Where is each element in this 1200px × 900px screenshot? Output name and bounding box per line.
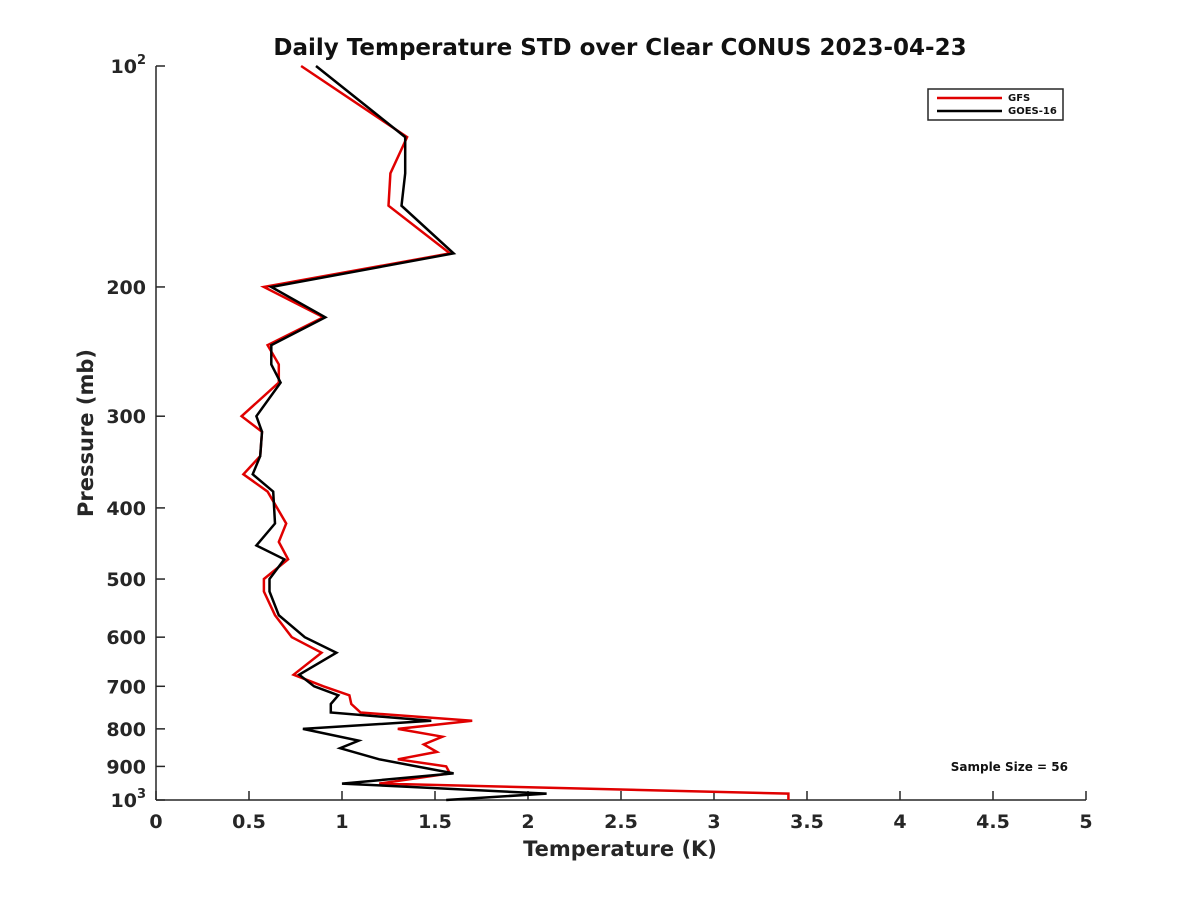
legend: GFS GOES-16 bbox=[927, 88, 1064, 121]
legend-label-gfs: GFS bbox=[1008, 93, 1030, 104]
sample-size-annotation: Sample Size = 56 bbox=[951, 760, 1068, 774]
y-tick-label: 102 bbox=[111, 53, 147, 78]
y-axis: 102 200 300 400 500 600 700 800 900 103 bbox=[106, 53, 165, 812]
x-axis-label: Temperature (K) bbox=[523, 837, 717, 861]
y-tick-label: 600 bbox=[106, 627, 146, 649]
x-tick-label: 1 bbox=[335, 811, 348, 833]
y-tick-label: 400 bbox=[106, 498, 146, 520]
x-tick-label: 0.5 bbox=[232, 811, 266, 833]
x-tick-label: 2 bbox=[521, 811, 534, 833]
x-tick-label: 0 bbox=[149, 811, 162, 833]
x-tick-label: 3 bbox=[707, 811, 720, 833]
x-tick-label: 1.5 bbox=[418, 811, 452, 833]
y-tick-label: 500 bbox=[106, 569, 146, 591]
y-tick-label: 700 bbox=[106, 676, 146, 698]
plot-lines bbox=[239, 64, 790, 802]
y-axis-label: Pressure (mb) bbox=[74, 349, 98, 517]
x-axis: 0 0.5 1 1.5 2 2.5 3 3.5 4 4.5 5 bbox=[149, 791, 1093, 833]
x-tick-label: 5 bbox=[1079, 811, 1092, 833]
y-tick-label: 800 bbox=[106, 719, 146, 741]
legend-label-goes16: GOES-16 bbox=[1008, 106, 1057, 117]
y-tick-label: 300 bbox=[106, 406, 146, 428]
y-tick-label: 103 bbox=[111, 787, 147, 812]
y-tick-label: 900 bbox=[106, 756, 146, 778]
series-line-goes16 bbox=[251, 65, 547, 802]
legend-box bbox=[927, 88, 1064, 121]
chart-title: Daily Temperature STD over Clear CONUS 2… bbox=[273, 35, 966, 61]
y-tick-label: 200 bbox=[106, 277, 146, 299]
x-tick-label: 2.5 bbox=[604, 811, 638, 833]
x-tick-label: 4.5 bbox=[976, 811, 1010, 833]
x-tick-label: 4 bbox=[893, 811, 906, 833]
x-tick-label: 3.5 bbox=[790, 811, 824, 833]
